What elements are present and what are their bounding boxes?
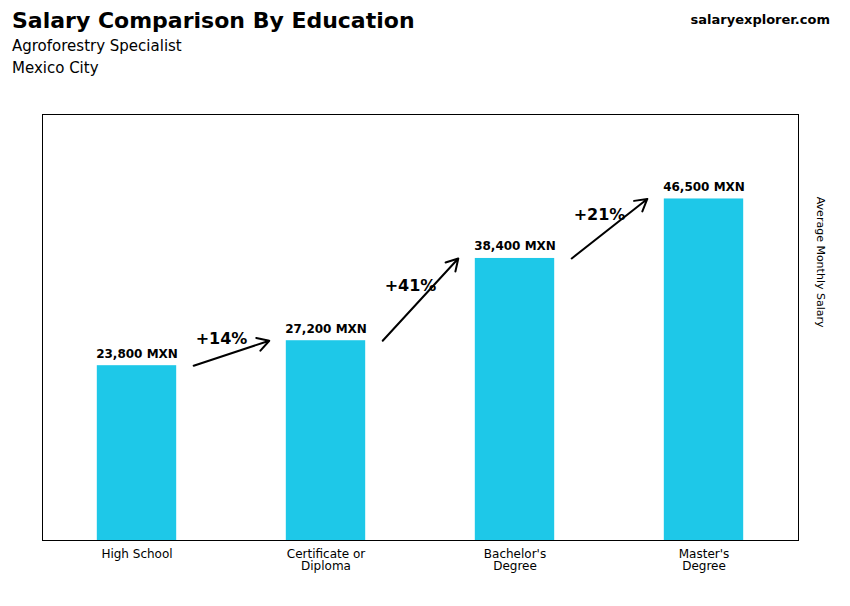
svg-text:Average Monthly Salary: Average Monthly Salary [814, 197, 827, 328]
svg-text:Bachelor'sDegree: Bachelor'sDegree [484, 547, 546, 573]
html-text:Salary Comparison By Education: Salary Comparison By Education [12, 8, 415, 33]
svg-text:27,200 MXN: 27,200 MXN [285, 322, 367, 336]
svg-text:Master'sDegree: Master'sDegree [679, 547, 730, 573]
svg-text:+21%: +21% [574, 205, 626, 224]
html-text:Agroforestry Specialist: Agroforestry Specialist [12, 37, 182, 55]
svg-text:46,500 MXN: 46,500 MXN [663, 180, 745, 194]
svg-text:+41%: +41% [385, 276, 437, 295]
svg-text:23,800 MXN: 23,800 MXN [96, 347, 178, 361]
svg-text:+14%: +14% [196, 329, 248, 348]
svg-text:38,400 MXN: 38,400 MXN [474, 239, 556, 253]
html-text:salaryexplorer.com: salaryexplorer.com [690, 12, 830, 27]
svg-text:Certificate orDiploma: Certificate orDiploma [287, 547, 365, 573]
html-text:Mexico City: Mexico City [12, 59, 99, 77]
svg-text:High School: High School [101, 547, 172, 561]
